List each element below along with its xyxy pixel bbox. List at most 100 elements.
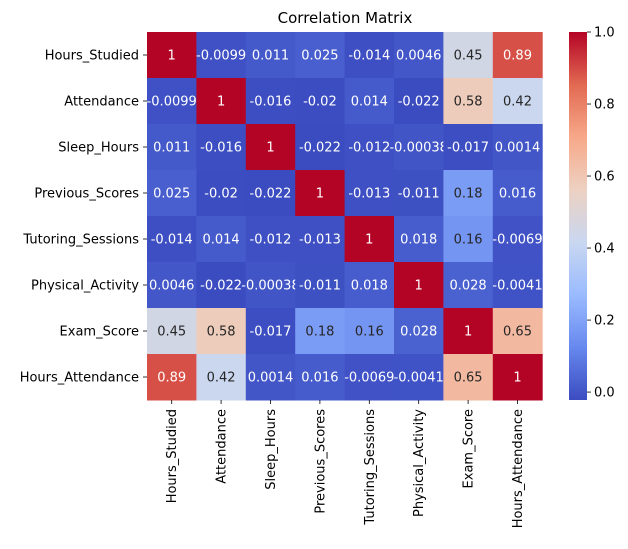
heatmap-cell: [147, 170, 197, 217]
cell-value-label: 0.025: [153, 187, 190, 202]
cell-value-label: 0.89: [157, 371, 186, 386]
column-tick-labels: Hours_Studied Attendance Sleep_Hours Previo…: [165, 400, 526, 528]
cell-value-label: 0.016: [301, 371, 338, 386]
row-tick-label: Exam_Score: [60, 325, 139, 340]
cell-value-label: 0.018: [400, 233, 437, 248]
column-tick-label: Hours_Studied: [165, 409, 180, 503]
cell-value-label: 0.58: [454, 95, 483, 110]
cell-value-label: -0.013: [348, 187, 390, 202]
cell-value-label: 1: [415, 279, 423, 294]
cell-value-label: -0.017: [250, 325, 292, 340]
cell-value-label: 0.028: [400, 325, 437, 340]
cell-value-label: 0.025: [301, 49, 338, 64]
heatmap-cell: [196, 262, 247, 309]
cell-value-label: 0.42: [207, 371, 236, 386]
cell-value-label: 1: [217, 95, 225, 110]
row-tick-label: Previous_Scores: [34, 187, 139, 202]
cell-value-label: -0.011: [299, 279, 341, 294]
cell-value-label: -0.022: [299, 141, 341, 156]
heatmap-cell: [147, 124, 197, 171]
colorbar-tick-label: 1.0: [594, 26, 615, 41]
heatmap-cell: [295, 78, 346, 125]
heatmap-cell: [344, 78, 395, 125]
cell-value-label: 0.028: [449, 279, 486, 294]
cell-value-label: 0.016: [499, 187, 536, 202]
cell-value-label: 0.16: [454, 233, 483, 248]
heatmap-cell: [147, 262, 197, 309]
cell-value-label: 0.018: [351, 279, 388, 294]
cell-value-label: 0.65: [454, 371, 483, 386]
cell-value-label: -0.013: [299, 233, 341, 248]
column-tick-label: Attendance: [215, 409, 230, 484]
colorbar-gradient: [569, 32, 587, 400]
heatmap-cell: [196, 78, 247, 125]
column-tick-label: Physical_Activity: [412, 409, 427, 517]
heatmap-cell: [295, 262, 346, 309]
row-tick-label: Attendance: [64, 95, 139, 110]
cell-value-label: -0.014: [151, 233, 193, 248]
cell-value-label: 0.18: [305, 325, 334, 340]
heatmap-cell: [394, 78, 444, 125]
heatmap-cell: [196, 216, 247, 263]
cell-value-label: -0.0041: [394, 371, 444, 386]
heatmap-cell: [443, 170, 494, 217]
cell-value-label: -0.016: [250, 95, 292, 110]
cell-value-label: -0.022: [398, 95, 440, 110]
heatmap-cell: [443, 354, 494, 401]
heatmap-cell: [196, 354, 247, 401]
heatmap-cell: [394, 262, 444, 309]
colorbar-tick-label: 0.8: [594, 98, 615, 113]
heatmap-cell: [295, 32, 346, 79]
cell-value-label: -0.022: [200, 279, 242, 294]
heatmap-cell: [295, 354, 346, 401]
heatmap-cell: [492, 216, 543, 263]
heatmap-cell: [492, 78, 543, 125]
column-tick-label: Sleep_Hours: [264, 409, 279, 490]
cell-value-label: -0.016: [200, 141, 242, 156]
chart-title: Correlation Matrix: [278, 9, 413, 27]
cell-value-label: 1: [365, 233, 373, 248]
cell-value-label: 0.18: [454, 187, 483, 202]
cell-value-label: -0.0099: [147, 95, 197, 110]
heatmap-cell: [147, 354, 197, 401]
heatmap-cell: [492, 308, 543, 355]
row-tick-label: Hours_Attendance: [20, 371, 139, 386]
column-tick-label: Exam_Score: [462, 409, 477, 488]
cell-value-label: -0.02: [303, 95, 337, 110]
cell-value-label: -0.00038: [389, 141, 447, 156]
heatmap-cell: [394, 354, 444, 401]
heatmap-cell: [295, 170, 346, 217]
cell-value-label: -0.0041: [492, 279, 542, 294]
cell-value-label: -0.022: [250, 187, 292, 202]
cell-value-label: 0.0014: [495, 141, 541, 156]
heatmap-cell: [196, 170, 247, 217]
colorbar-tick-label: 0.6: [594, 170, 615, 185]
heatmap-cell: [147, 308, 197, 355]
heatmap-cell: [245, 32, 296, 79]
row-tick-labels: Hours_Studied Attendance Sleep_Hours Previo…: [20, 49, 147, 386]
heatmap-cell: [295, 216, 346, 263]
cell-value-label: -0.017: [447, 141, 489, 156]
colorbar: 0.0 0.2 0.4 0.6 0.8 1.0: [569, 26, 615, 401]
heatmap-cell: [492, 124, 543, 171]
column-tick-label: Hours_Attendance: [511, 409, 526, 528]
cell-value-label: 1: [266, 141, 274, 156]
cell-value-label: -0.02: [204, 187, 238, 202]
column-tick-label: Tutoring_Sessions: [363, 409, 378, 526]
heatmap-cell: [245, 354, 296, 401]
heatmap-cell: [196, 32, 247, 79]
heatmap-cell: [394, 32, 444, 79]
cell-value-label: 1: [316, 187, 324, 202]
heatmap-cell: [147, 216, 197, 263]
cell-value-label: -0.012: [250, 233, 292, 248]
row-tick-label: Sleep_Hours: [58, 141, 139, 156]
heatmap-cell: [344, 262, 395, 309]
heatmap-cell: [492, 170, 543, 217]
heatmap-cell: [492, 262, 543, 309]
cell-value-label: 0.65: [503, 325, 532, 340]
heatmap-cell: [245, 262, 296, 309]
colorbar-tick-label: 0.4: [594, 242, 615, 257]
cell-value-label: 0.58: [207, 325, 236, 340]
heatmap-cell: [147, 32, 197, 79]
heatmap-cell: [443, 124, 494, 171]
